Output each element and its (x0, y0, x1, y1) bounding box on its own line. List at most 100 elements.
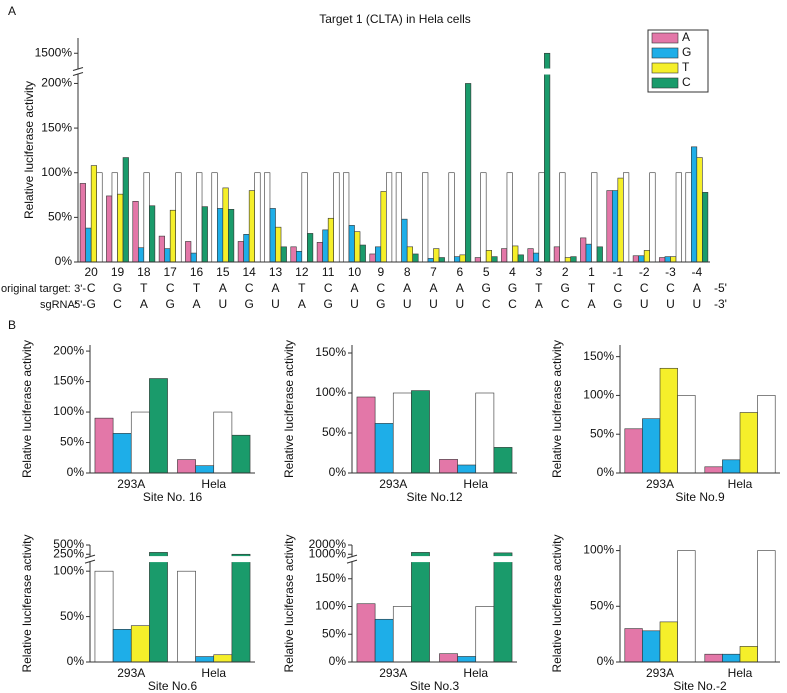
x-tick-label: Hela (728, 477, 753, 491)
base: A (271, 281, 279, 295)
x-tick-label: 19 (111, 265, 125, 279)
bar (158, 235, 165, 263)
x-tick-label: 1 (588, 265, 595, 279)
bar (316, 242, 323, 263)
base: A (298, 297, 306, 311)
bar (606, 190, 613, 263)
y-tick-label: 0% (597, 465, 615, 479)
x-tick-label: 2 (562, 265, 569, 279)
x-tick-label: 18 (137, 265, 151, 279)
bar (491, 256, 498, 263)
base: U (692, 297, 701, 311)
bar (677, 395, 696, 474)
base: C (113, 297, 122, 311)
bar (213, 654, 233, 663)
y-tick-label: 2000% (309, 537, 347, 551)
chart-title: Target 1 (CLTA) in Hela cells (319, 12, 471, 26)
bar (638, 255, 645, 263)
bar (704, 653, 723, 663)
bar (475, 392, 495, 474)
row-label: original target: (1, 283, 71, 295)
x-tick-label: Hela (463, 477, 488, 491)
bar (130, 411, 150, 474)
bar (580, 237, 587, 263)
base: A (403, 281, 411, 295)
base: C (640, 281, 649, 295)
x-tick-label: 293A (379, 477, 407, 491)
bar (585, 243, 592, 263)
bar (438, 257, 445, 263)
x-axis-label: Site No.6 (148, 679, 198, 693)
bar (195, 656, 215, 663)
axis-break (84, 554, 96, 559)
bar (374, 423, 394, 474)
base: A (140, 297, 148, 311)
bar (659, 257, 666, 263)
bar (185, 241, 192, 263)
bar (380, 191, 387, 263)
bar (696, 157, 703, 263)
bar (269, 208, 276, 263)
bar (501, 248, 508, 263)
base: A (587, 297, 595, 311)
base: G (86, 297, 95, 311)
bar (591, 172, 598, 263)
base: G (113, 281, 122, 295)
base: C (87, 281, 96, 295)
x-tick-label: 17 (163, 265, 177, 279)
y-tick-label: 150% (53, 374, 84, 388)
bar (375, 246, 382, 263)
base: G (613, 297, 622, 311)
y-tick-label: 100% (315, 599, 346, 613)
bar (195, 465, 215, 474)
bar (757, 550, 776, 663)
y-tick-label: 1500% (35, 45, 73, 59)
bar (149, 205, 156, 263)
bar (643, 250, 650, 263)
y-tick-label: 50% (60, 435, 84, 449)
base: U (271, 297, 280, 311)
base: A (535, 297, 543, 311)
base: U (666, 297, 675, 311)
base: C (482, 297, 491, 311)
bar (374, 618, 394, 663)
base: A (350, 281, 358, 295)
y-tick-label: 150% (315, 571, 346, 585)
x-tick-label: Hela (728, 666, 753, 680)
bar (217, 208, 224, 263)
x-tick-label: 11 (322, 265, 335, 279)
legend-label: G (682, 45, 691, 59)
base: G (508, 281, 517, 295)
x-tick-label: 4 (509, 265, 516, 279)
y-axis-label: Relative luciferase activity (550, 340, 564, 478)
x-tick-label: 293A (117, 477, 145, 491)
bar (512, 245, 519, 263)
x-tick-label: 16 (190, 265, 204, 279)
bar (722, 459, 741, 474)
bar (457, 464, 477, 474)
bar (106, 195, 113, 263)
y-tick-label: 50% (590, 598, 614, 612)
bar (222, 187, 229, 263)
bar (211, 172, 218, 263)
panel-label: A (8, 4, 16, 18)
bar (685, 172, 692, 263)
base: C (324, 281, 333, 295)
base: C (166, 281, 175, 295)
bar (475, 606, 495, 663)
bar (454, 256, 461, 263)
bar (612, 190, 619, 263)
bar (659, 621, 678, 663)
x-tick-label: 15 (216, 265, 230, 279)
bar (264, 172, 271, 263)
axis-break (73, 69, 83, 74)
base: T (298, 281, 306, 295)
base: U (350, 297, 359, 311)
bar (333, 172, 340, 263)
x-tick-label: -1 (612, 265, 623, 279)
x-tick-label: 14 (242, 265, 256, 279)
base: A (219, 281, 227, 295)
x-tick-label: Hela (201, 666, 226, 680)
bar (677, 550, 696, 663)
base: G (560, 281, 569, 295)
